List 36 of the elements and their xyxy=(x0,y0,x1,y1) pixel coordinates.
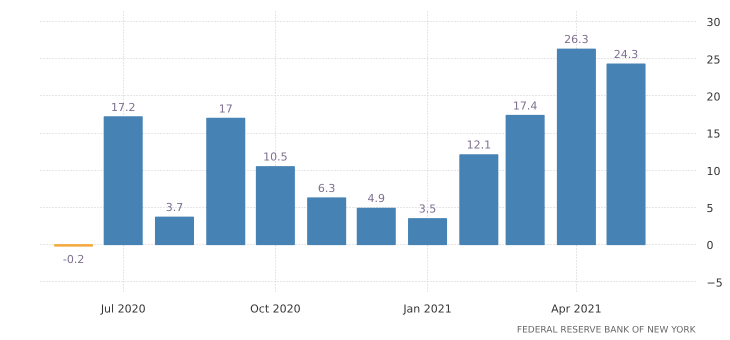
bar xyxy=(506,114,545,246)
data-label: 6.3 xyxy=(318,182,336,195)
bar xyxy=(307,197,346,246)
y-tick-label: 0 xyxy=(706,239,714,252)
x-tick-label: Apr 2021 xyxy=(551,302,602,316)
bar xyxy=(206,118,246,246)
y-tick-label: 25 xyxy=(706,53,720,66)
data-label: -0.2 xyxy=(62,253,84,266)
text: FEDERAL RESERVE BANK OF NEW YORK xyxy=(516,326,697,336)
data-label: 17 xyxy=(218,102,233,116)
data-label: 17.4 xyxy=(512,99,538,112)
y-tick-label: 30 xyxy=(706,16,720,30)
bar xyxy=(256,166,295,246)
bar xyxy=(606,64,646,246)
y-tick-label: 15 xyxy=(706,128,720,141)
y-tick-label: −5 xyxy=(706,276,723,290)
x-tick-label: Jul 2020 xyxy=(100,302,146,316)
y-tick-label: 5 xyxy=(706,202,714,215)
x-tick-label: Oct 2020 xyxy=(250,302,301,316)
y-tick-label: 10 xyxy=(706,164,720,178)
bar xyxy=(154,216,194,246)
bar xyxy=(408,218,448,246)
bar xyxy=(556,48,596,246)
bar xyxy=(459,154,498,246)
bar xyxy=(356,208,396,246)
y-tick-label: 20 xyxy=(706,90,720,104)
data-label: 17.2 xyxy=(110,100,136,114)
data-label: 26.3 xyxy=(564,33,589,46)
data-label: 10.5 xyxy=(263,150,288,164)
data-label: 24.3 xyxy=(614,48,638,62)
data-label: 3.5 xyxy=(418,202,436,216)
data-label: 3.7 xyxy=(166,201,184,214)
data-label: 4.9 xyxy=(368,192,386,206)
data-label: 12.1 xyxy=(466,138,492,152)
bar xyxy=(104,116,143,246)
x-tick-label: Jan 2021 xyxy=(402,302,452,316)
